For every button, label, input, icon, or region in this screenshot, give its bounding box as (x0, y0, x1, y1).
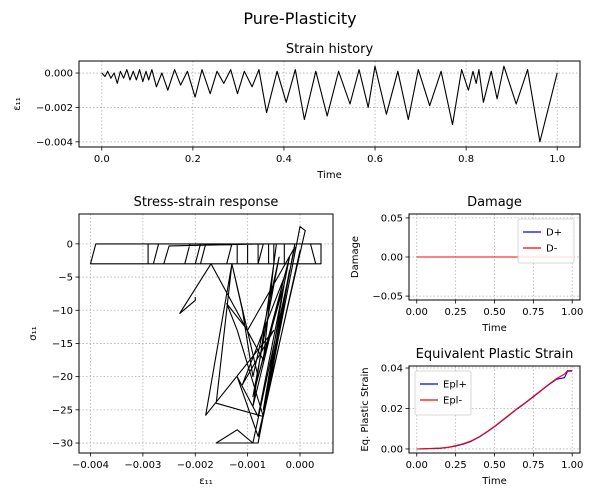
x-tick-label: −0.001 (229, 460, 266, 471)
legend-box (517, 218, 575, 264)
chart-strain: 0.0 0.2 0.4 0.6 0.8 1.0 0.000 −0.002 −0.004 Strai… (12, 42, 581, 181)
chart-title: Equivalent Plastic Strain (416, 347, 574, 362)
y-tick-label: −10 (52, 306, 73, 317)
x-tick-label: 0.4 (276, 154, 292, 165)
x-tick-label: −0.002 (177, 460, 214, 471)
x-tick-label: 0.75 (522, 460, 544, 471)
chart-title: Strain history (286, 42, 374, 57)
legend-box (414, 370, 472, 416)
y-tick-label: −5 (58, 273, 73, 284)
x-tick-label: 0.50 (483, 307, 505, 318)
chart-damage: 0.00 0.25 0.50 0.75 1.000.050.00−0.05DamageT… (350, 195, 583, 334)
y-tick-label: 0 (67, 239, 73, 250)
x-axis-label: ε₁₁ (199, 476, 212, 487)
x-tick-label: 0.00 (406, 460, 428, 471)
x-tick-label: −0.003 (124, 460, 161, 471)
x-tick-label: 0.00 (406, 307, 428, 318)
x-tick-label: 1.0 (549, 154, 565, 165)
series-line-2 (179, 297, 196, 315)
y-tick-label: −30 (52, 439, 73, 450)
plot-frame (78, 60, 581, 148)
x-tick-label: 0.2 (185, 154, 201, 165)
legend-label: D- (546, 244, 558, 255)
y-axis-label: Damage (350, 236, 361, 278)
x-tick-label: 0.25 (445, 307, 467, 318)
x-tick-label: 0.8 (458, 154, 474, 165)
y-tick-label: −0.002 (36, 103, 73, 114)
x-tick-label: 0.25 (445, 460, 467, 471)
y-tick-label: 0.000 (44, 69, 73, 80)
y-tick-label: 0.00 (381, 444, 403, 455)
x-tick-label: 0.50 (483, 460, 505, 471)
legend-label: D+ (546, 228, 562, 239)
y-tick-label: −15 (52, 339, 73, 350)
chart-title: Damage (467, 195, 522, 210)
y-tick-label: −20 (52, 372, 73, 383)
y-axis-label: Eq. Plastic Strain (360, 367, 371, 451)
chart-stress: −0.004 −0.003 −0.002 −0.001 0.000 0 −5 −10 −15 −2… (28, 195, 334, 487)
plot-frame (78, 213, 334, 454)
legend-label: Epl+ (443, 380, 467, 391)
x-tick-label: 0.6 (367, 154, 383, 165)
x-axis-label: Time (481, 323, 506, 334)
series-line-0 (89, 243, 322, 265)
legend-label: Epl- (443, 396, 462, 407)
series-line-1 (179, 226, 306, 444)
chart-eps_plastic: 0.00 0.25 0.50 0.75 1.00 0.04 0.02 0.00 Equivale… (360, 347, 583, 487)
legend: Epl+ Epl- (414, 370, 472, 416)
x-tick-label: −0.004 (72, 460, 109, 471)
y-tick-label: −25 (52, 405, 73, 416)
x-axis-label: Time (316, 170, 341, 181)
figure-suptitle: Pure-Plasticity (243, 9, 356, 28)
series-line-epl- (416, 369, 573, 450)
x-tick-label: 1.00 (561, 460, 583, 471)
y-tick-label: 0.02 (381, 404, 403, 415)
x-tick-label: 0.75 (522, 307, 544, 318)
x-tick-label: 0.0 (94, 154, 110, 165)
legend: D+ D- (517, 218, 575, 264)
y-tick-label: −0.05 (372, 292, 403, 303)
x-tick-label: 1.00 (561, 307, 583, 318)
y-tick-label: 0.00 (381, 253, 403, 264)
y-axis-label: σ₁₁ (28, 326, 39, 340)
y-tick-label: 0.04 (381, 364, 403, 375)
series-line-0 (101, 65, 558, 143)
chart-title: Stress-strain response (134, 195, 279, 210)
y-axis-label: ε₁₁ (12, 97, 23, 110)
y-tick-label: −0.004 (36, 137, 73, 148)
chart-panels: 0.0 0.2 0.4 0.6 0.8 1.00.000−0.002−0.004Strai… (12, 42, 583, 487)
x-axis-label: Time (481, 476, 506, 487)
x-tick-label: 0.000 (286, 460, 315, 471)
y-tick-label: 0.05 (381, 213, 403, 224)
